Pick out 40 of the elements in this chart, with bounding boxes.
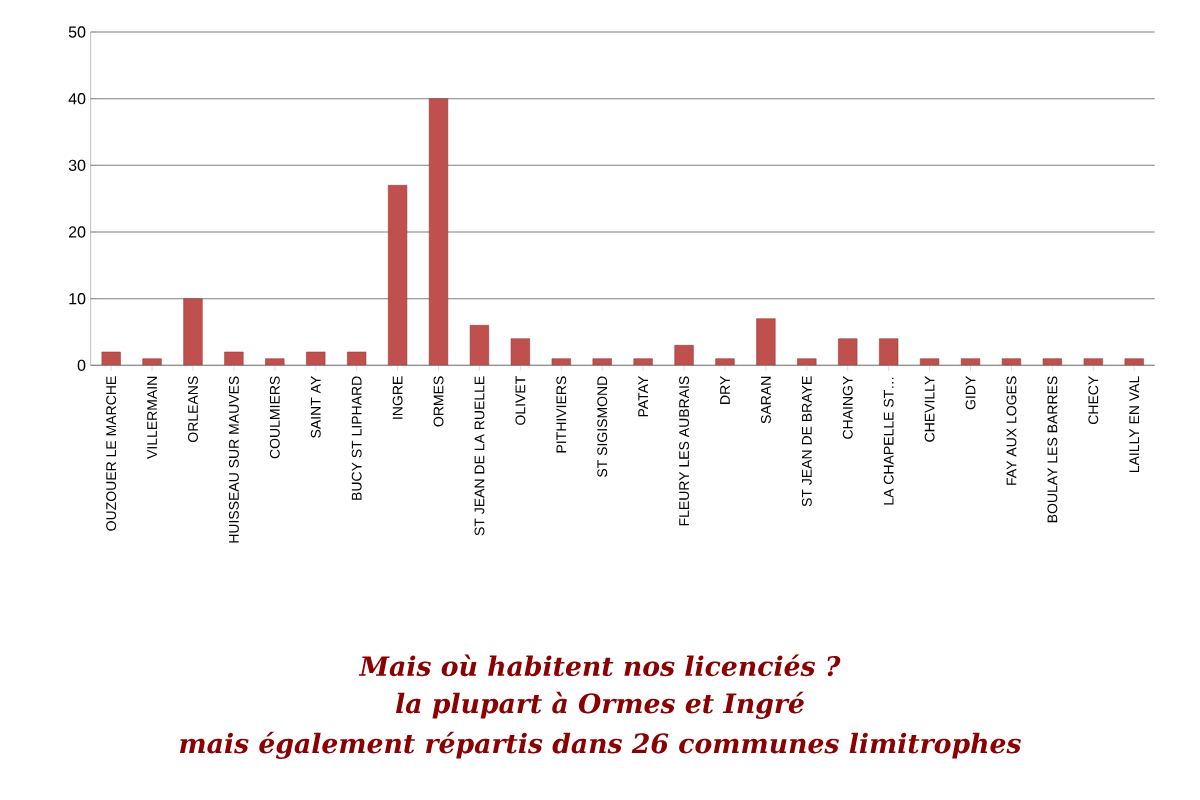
y-tick-label: 0 — [77, 359, 86, 371]
x-tick-label: FAY AUX LOGES — [1006, 376, 1017, 485]
bar — [674, 345, 694, 366]
x-tick-label: FLEURY LES AUBRAIS — [679, 376, 690, 526]
x-tick-label: LAILLY EN VAL — [1129, 376, 1140, 473]
bar — [183, 298, 203, 366]
x-tick-label: OLIVET — [515, 376, 526, 425]
x-tick-label: INGRE — [392, 376, 403, 419]
x-tick-label: VILLERMAIN — [147, 376, 157, 459]
y-tick-label: 50 — [68, 26, 86, 38]
x-tick-label: BOULAY LES BARRES — [1047, 376, 1058, 523]
x-tick-label: ST JEAN DE LA RUELLE — [474, 376, 485, 536]
bar — [387, 185, 408, 366]
x-tick-label: COULMIERS — [269, 376, 280, 459]
x-tick-label: ORMES — [433, 376, 444, 427]
x-tick-label: CHECY — [1088, 376, 1099, 425]
y-tick-label: 40 — [68, 93, 86, 105]
x-tick-label: HUISSEAU SUR MAUVES — [228, 376, 239, 543]
x-tick-label: ST SIGISMOND — [597, 376, 608, 477]
text: Mais où habitent nos licenciés ? — [358, 654, 841, 677]
x-tick-label: CHAINGY — [842, 376, 853, 439]
y-tick-label: 10 — [69, 293, 86, 305]
text: mais également répartis dans 26 communes limitrophes — [179, 731, 1021, 759]
text: la plupart à Ormes et Ingré — [396, 691, 804, 719]
bar — [428, 98, 449, 366]
x-tick-label: PATAY — [638, 376, 648, 417]
y-tick-label: 30 — [68, 159, 86, 171]
y-tick-label: 20 — [68, 226, 86, 238]
x-tick-label: BUCY ST LIPHARD — [351, 376, 362, 500]
x-tick-label: OUZOUER LE MARCHE — [106, 376, 117, 531]
x-tick-label: ORLEANS — [188, 376, 198, 442]
x-tick-label: SAINT AY — [310, 376, 321, 438]
bar — [756, 318, 776, 366]
x-tick-label: PITHIVIERS — [556, 376, 567, 453]
x-tick-label: GIDY — [965, 376, 976, 410]
x-tick-label: DRY — [720, 376, 730, 404]
x-tick-label: SARAN — [760, 376, 771, 424]
x-tick-label: ST JEAN DE BRAYE — [801, 376, 812, 507]
x-tick-label: LA CHAPELLE ST… — [883, 377, 894, 505]
x-tick-label: CHEVILLY — [924, 376, 935, 442]
